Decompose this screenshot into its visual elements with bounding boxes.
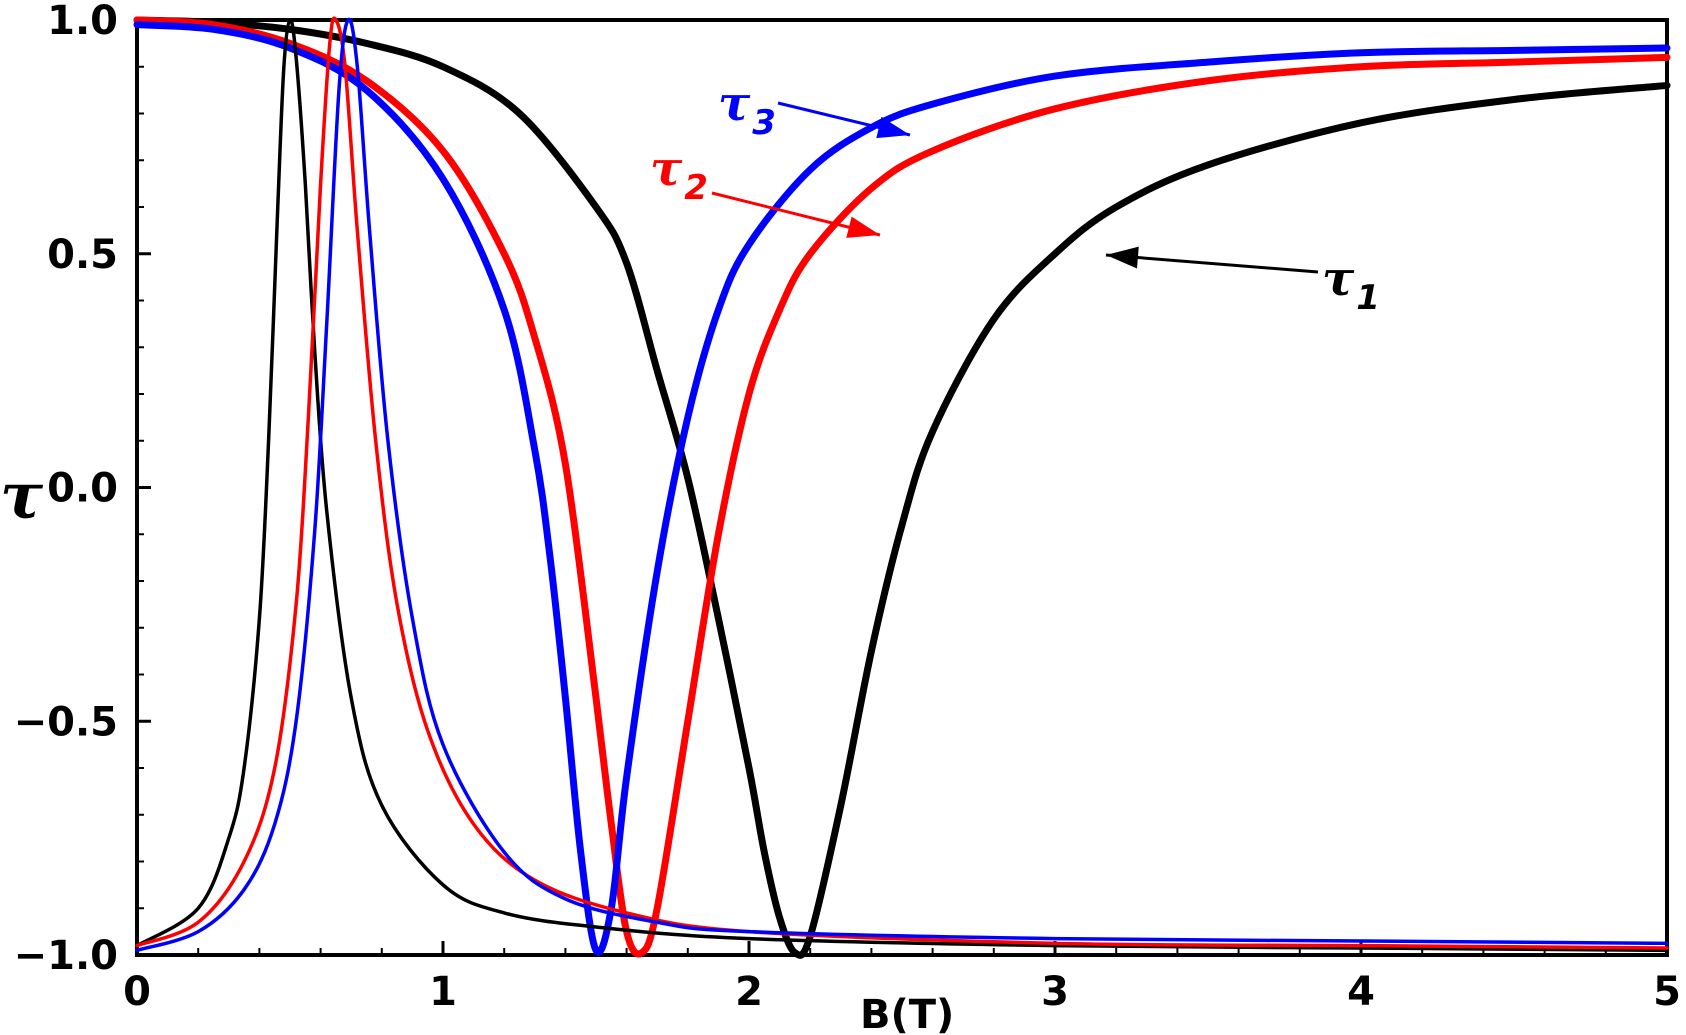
- series-line-thick-2: [133, 16, 1671, 958]
- y-tick-label: 1.0: [47, 0, 118, 44]
- x-tick-label: 0: [123, 969, 151, 1015]
- series-label-tau1: τ1: [1322, 251, 1380, 318]
- annotation-arrow-line: [1105, 253, 1319, 274]
- y-tick-label: 0.0: [47, 466, 118, 512]
- x-tick-label: 2: [735, 969, 763, 1015]
- series-line-thick-3: [133, 21, 1671, 956]
- tick-labels: 0 1 2 3 4 5 −1.0 −0.5 0.0 0.5 1.0: [14, 0, 1681, 1015]
- x-tick-label: 5: [1653, 969, 1681, 1015]
- y-axis-title: τ: [0, 459, 44, 534]
- series-label-tau3: τ3: [718, 76, 776, 143]
- series-line-thin-3: [135, 17, 1669, 953]
- series-label-tau2: τ2: [650, 141, 708, 208]
- y-tick-label: −0.5: [14, 699, 118, 745]
- annotation-arrowhead: [1106, 246, 1139, 269]
- annotation-arrowhead: [846, 216, 880, 238]
- y-tick-label: 0.5: [47, 232, 118, 278]
- series-line-thin-2: [135, 16, 1669, 950]
- x-tick-label: 4: [1347, 969, 1375, 1015]
- plot-frame: [135, 18, 1669, 957]
- y-tick-label: −1.0: [14, 933, 118, 979]
- annotation-arrowhead: [876, 116, 910, 139]
- series-group: [133, 16, 1671, 959]
- series-line-thin-1: [135, 18, 1669, 953]
- axis-ticks: [135, 18, 1669, 957]
- x-axis-title: B(T): [860, 992, 954, 1035]
- x-tick-label: 3: [1041, 969, 1069, 1015]
- series-line-thick-1: [133, 16, 1671, 959]
- x-tick-label: 1: [429, 969, 457, 1015]
